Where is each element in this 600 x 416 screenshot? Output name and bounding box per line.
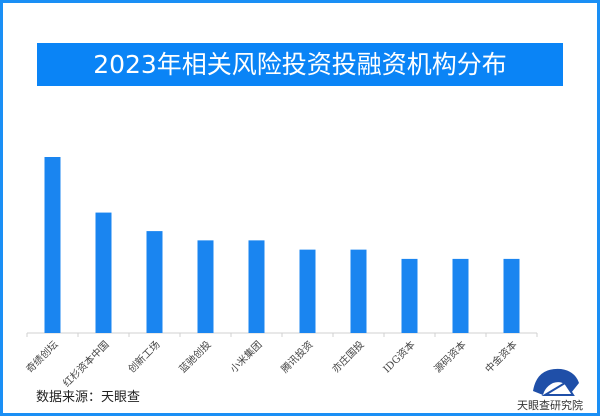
logo-text: 天眼查研究院 [517,399,583,412]
x-tick-label: 中金资本 [482,338,519,375]
bar [299,249,316,333]
bar [197,240,214,333]
bar [95,212,112,333]
bar [350,249,367,333]
x-tick-label: IDG资本 [380,338,417,375]
bar [503,258,520,333]
bar [401,258,418,333]
x-tick-label: 小米集团 [227,338,264,375]
x-tick-label: 红杉资本中国 [60,338,112,390]
x-tick-label: 源码资本 [431,338,468,375]
bar [44,157,61,333]
chart-title: 2023年相关风险投资投融资机构分布 [37,43,563,86]
bar [452,258,469,333]
bar-chart: 奇绩创坛 红杉资本中国 创新工场 蓝驰创投 小米集团 腾讯投资 亦庄国投 IDG资本 源码资本中… [23,157,538,390]
x-tick-label: 创新工场 [125,338,162,375]
bar [248,240,265,333]
x-tick-label: 腾讯投资 [278,338,315,375]
bar [146,231,163,333]
x-tick-label: 亦庄国投 [329,338,366,375]
x-tick-label: 蓝驰创投 [176,338,213,375]
tianyancha-logo-icon [533,368,579,396]
data-source: 数据来源：天眼查 [36,390,141,405]
x-tick-label: 奇绩创坛 [23,338,60,375]
